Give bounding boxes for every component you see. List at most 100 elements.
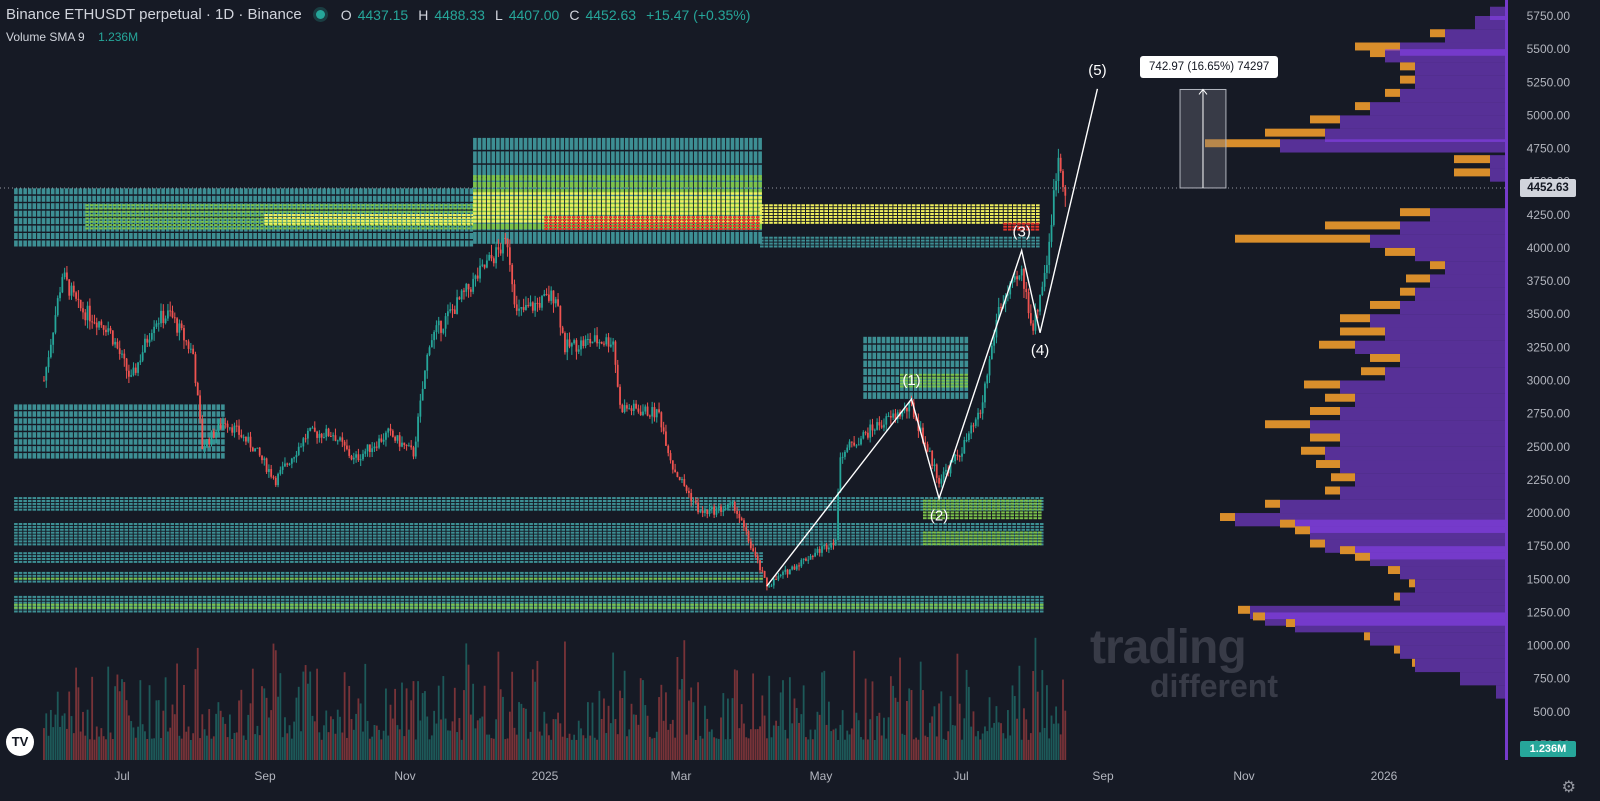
footprint-cell (333, 204, 338, 207)
footprint-cell (934, 245, 939, 248)
footprint-cell (64, 508, 69, 511)
footprint-cell (606, 137, 611, 150)
footprint-cell (337, 222, 342, 225)
footprint-cell (980, 207, 985, 210)
footprint-cell (555, 200, 560, 203)
footprint-cell (473, 223, 477, 230)
footprint-cell (500, 175, 505, 181)
footprint-cell (216, 446, 221, 452)
footprint-cell (87, 203, 92, 210)
footprint-cell (290, 195, 294, 202)
footprint-cell (388, 219, 393, 222)
footprint-cell (152, 505, 156, 508)
footprint-cell (500, 151, 505, 164)
footprint-cell (372, 240, 377, 247)
footprint-cell (939, 245, 943, 248)
footprint-cell (352, 224, 356, 227)
footprint-cell (27, 505, 32, 508)
footprint-cell (78, 195, 83, 202)
footprint-cell (331, 225, 336, 232)
footprint-cell (709, 227, 714, 230)
footprint-cell (202, 225, 207, 232)
footprint-cell (55, 404, 60, 410)
footprint-cell (631, 227, 636, 230)
footprint-cell (112, 217, 117, 220)
footprint-cell (409, 502, 414, 505)
footprint-cell (163, 220, 168, 223)
footprint-cell (55, 446, 60, 452)
footprint-cell (280, 225, 285, 232)
footprint-cell (92, 210, 96, 217)
footprint-cell (78, 404, 83, 410)
footprint-cell (267, 502, 271, 505)
footprint-cell (138, 425, 142, 431)
footprint-cell (624, 164, 629, 177)
footprint-cell (273, 219, 278, 222)
footprint-cell (437, 188, 441, 195)
footprint-cell (464, 195, 469, 202)
footprint-cell (41, 210, 46, 217)
footprint-cell (349, 502, 354, 505)
footprint-cell (588, 231, 592, 244)
footprint-cell (693, 137, 698, 150)
footprint-cell (142, 505, 147, 508)
footprint-cell (473, 208, 477, 211)
footprint-cell (778, 239, 782, 242)
footprint-cell (911, 210, 916, 213)
footprint-cell (668, 219, 673, 222)
footprint-cell (916, 218, 920, 221)
footprint-cell (723, 216, 728, 219)
footprint-cell (299, 188, 303, 195)
footprint-cell (801, 242, 805, 245)
footprint-cell (405, 497, 409, 500)
footprint-cell (345, 500, 349, 502)
footprint-cell (705, 222, 709, 225)
footprint-cell (514, 208, 519, 211)
footprint-cell (730, 223, 735, 230)
footprint-cell (119, 411, 124, 417)
footprint-cell (469, 188, 474, 195)
footprint-cell (505, 189, 509, 195)
footprint-cell (624, 216, 629, 219)
footprint-cell (175, 233, 179, 239)
footprint-cell (560, 189, 565, 195)
footprint-cell (700, 222, 705, 225)
footprint-cell (382, 500, 386, 502)
footprint-cell (934, 221, 939, 224)
footprint-cell (322, 500, 326, 502)
footprint-cell (69, 233, 73, 239)
footprint-cell (500, 216, 505, 219)
footprint-cell (569, 212, 574, 215)
footprint-cell (567, 227, 571, 230)
footprint-cell (460, 225, 464, 232)
footprint-cell (85, 227, 89, 230)
footprint-cell (753, 137, 758, 150)
footprint-cell (976, 210, 980, 213)
footprint-cell (386, 505, 391, 508)
footprint-cell (856, 210, 861, 213)
footprint-cell (124, 439, 129, 445)
footprint-cell (592, 164, 597, 177)
footprint-cell (712, 216, 716, 219)
footprint-cell (85, 220, 89, 223)
footprint-cell (1013, 210, 1017, 213)
footprint-cell (331, 240, 336, 247)
footprint-cell (523, 208, 528, 211)
footprint-cell (460, 502, 464, 505)
footprint-cell (453, 227, 457, 230)
footprint-cell (555, 151, 560, 164)
footprint-cell (703, 164, 707, 177)
footprint-cell (670, 216, 675, 219)
footprint-cell (689, 175, 693, 181)
footprint-cell (175, 210, 179, 217)
footprint-cell (769, 218, 773, 221)
footprint-cell (707, 223, 712, 230)
footprint-cell (778, 245, 782, 248)
footprint-cell (670, 216, 675, 223)
footprint-cell (267, 210, 271, 217)
footprint-cell (50, 425, 55, 431)
footprint-cell (574, 192, 578, 195)
footprint-cell (636, 227, 640, 230)
footprint-cell (352, 204, 356, 207)
